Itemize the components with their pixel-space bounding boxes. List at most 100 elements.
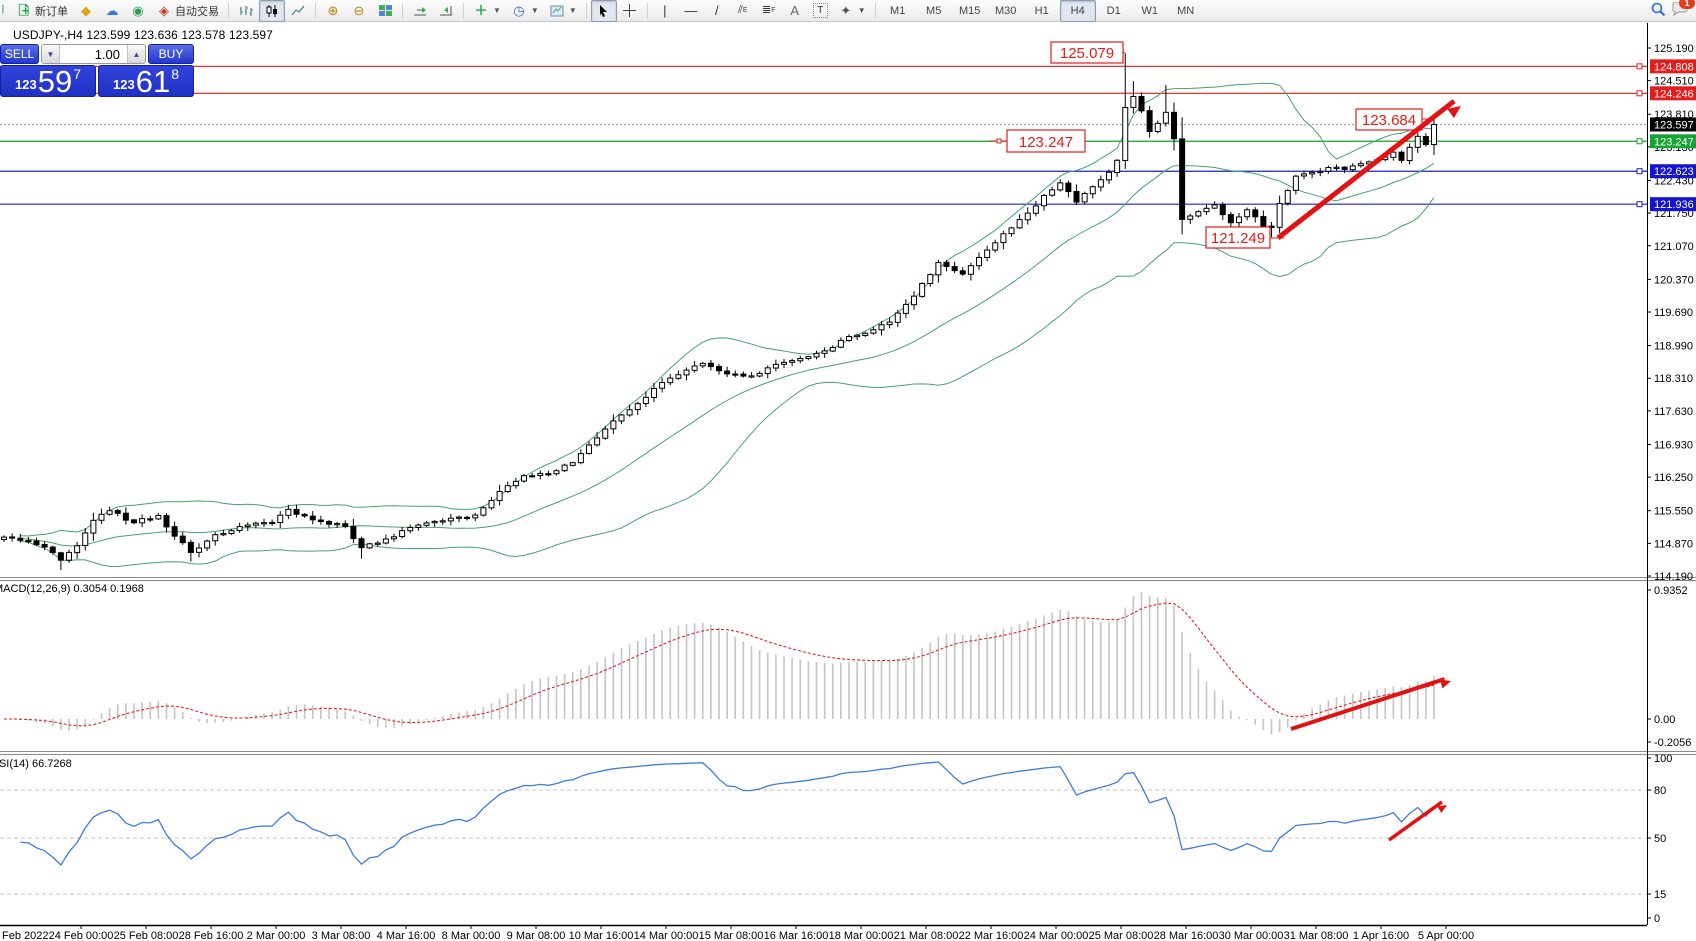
fibonacci-tool[interactable]: ≣ F (756, 0, 782, 22)
svg-text:114.190: 114.190 (1654, 571, 1693, 583)
ask-price-panel[interactable]: 123 61 8 (98, 65, 194, 97)
toolbar-separator (228, 2, 229, 19)
timeframe-M1[interactable]: M1 (890, 4, 906, 17)
auto-scroll-button[interactable] (407, 0, 433, 22)
ask-pip-digit: 8 (171, 66, 179, 82)
autotrading-icon: ◈ (159, 3, 169, 18)
trend-arrows (1276, 99, 1461, 842)
svg-text:24 Mar 00:00: 24 Mar 00:00 (1024, 930, 1089, 941)
svg-text:-0.2056: -0.2056 (1654, 737, 1691, 749)
svg-text:28 Mar 16:00: 28 Mar 16:00 (1154, 930, 1219, 941)
chart-title: USDJPY-,H4 123.599 123.636 123.578 123.5… (13, 28, 273, 42)
cursor-icon (596, 3, 612, 19)
label-tool[interactable]: T (808, 0, 833, 22)
one-click-trading-panel: SELL ▼ 1.00 ▲ BUY 123 59 7 123 61 8 (0, 44, 194, 97)
autotrading-button[interactable]: ◈ 自动交易 (151, 0, 224, 22)
timeframe-D1[interactable]: D1 (1106, 4, 1121, 17)
svg-text:115.550: 115.550 (1654, 506, 1693, 518)
candles (1, 53, 1437, 571)
vertical-line-tool[interactable]: | (652, 0, 678, 22)
signals-button[interactable]: ◉ (125, 0, 151, 22)
zoom-out-button[interactable]: ⊖ (346, 0, 372, 22)
chevron-down-icon: ▼ (857, 6, 866, 15)
chart-window[interactable]: 125.190124.510123.810123.130122.430121.7… (0, 23, 1696, 941)
zoom-in-button[interactable]: ⊕ (320, 0, 346, 22)
crosshair-tool-button[interactable] (617, 0, 643, 22)
channel-tool[interactable]: ⫽ E (730, 0, 756, 22)
notifications-button[interactable]: 1 (1672, 0, 1695, 19)
timeframe-W1[interactable]: W1 (1141, 4, 1158, 17)
sell-button[interactable]: SELL (0, 44, 39, 64)
volume-increase-button[interactable]: ▲ (127, 45, 145, 63)
timeframe-group: M1 M5 M15 M30 H1 H4 D1 W1 MN (880, 0, 1204, 22)
svg-text:24 Feb 00:00: 24 Feb 00:00 (49, 930, 114, 941)
candlestick-chart-icon (264, 3, 280, 19)
svg-text:0.9352: 0.9352 (1654, 585, 1688, 597)
svg-text:31 Mar 08:00: 31 Mar 08:00 (1284, 930, 1349, 941)
bollinger-bands (20, 82, 1435, 568)
indicators-button[interactable]: ＋ ▼ (468, 0, 506, 22)
volume-value[interactable]: 1.00 (94, 46, 120, 62)
svg-text:123.247: 123.247 (1019, 134, 1073, 151)
svg-text:116.930: 116.930 (1654, 439, 1693, 451)
arrows-tool[interactable]: ✦ ▼ (833, 0, 871, 22)
trendline-icon: / (714, 3, 719, 18)
new-order-label: 新订单 (35, 5, 68, 18)
search-icon[interactable] (1651, 2, 1666, 20)
text-tool[interactable]: A (782, 0, 808, 22)
svg-text:118.990: 118.990 (1654, 341, 1693, 353)
trendline-tool[interactable]: / (704, 0, 730, 22)
templates-button[interactable]: ▼ (544, 0, 582, 22)
svg-text:117.630: 117.630 (1654, 406, 1693, 418)
bar-chart-icon (238, 3, 254, 19)
chevron-down-icon: ▼ (493, 6, 501, 15)
main-toolbar: ▦ 🗋+ 新订单 ◆ ☁ ◉ ◈ 自动交易 ⊕ ⊖ ＋▼ ◷▼ ▼ | — / (0, 0, 1696, 22)
toolbar-separator (463, 2, 464, 19)
ask-prefix: 123 (113, 77, 135, 92)
toolbar-separator (646, 2, 648, 19)
cursor-tool-button[interactable] (590, 0, 617, 22)
tile-windows-button[interactable] (372, 0, 398, 22)
buy-button[interactable]: BUY (148, 44, 194, 64)
timeframe-MN[interactable]: MN (1177, 4, 1195, 17)
bar-chart-button[interactable] (233, 0, 259, 22)
vertical-line-icon: | (663, 3, 667, 18)
svg-text:123.684: 123.684 (1362, 112, 1416, 129)
bid-pip-digit: 7 (73, 66, 81, 82)
timeframe-M30[interactable]: M30 (994, 4, 1017, 17)
new-order-button[interactable]: 🗋 + 新订单 (11, 0, 73, 22)
svg-text:125.079: 125.079 (1060, 45, 1114, 62)
chart-shift-button[interactable] (433, 0, 459, 22)
timeframe-H4[interactable]: H4 (1059, 0, 1096, 22)
community-button[interactable]: ☁ (99, 0, 125, 22)
svg-text:116.250: 116.250 (1654, 472, 1693, 484)
svg-text:15 Mar 08:00: 15 Mar 08:00 (699, 930, 764, 941)
macd-indicator (4, 592, 1435, 735)
autotrading-label: 自动交易 (175, 5, 219, 18)
svg-text:124.510: 124.510 (1654, 76, 1694, 88)
metaeditor-button[interactable]: ◆ (73, 0, 99, 22)
line-chart-button[interactable] (285, 0, 311, 22)
svg-text:8 Mar 00:00: 8 Mar 00:00 (442, 930, 501, 941)
time-axis: Feb 2022 24 Feb 00:00 25 Feb 08:00 28 Feb 1… (2, 925, 1474, 941)
new-order-icon: 🗋 + (18, 3, 30, 18)
timeframe-M15[interactable]: M15 (958, 4, 981, 17)
volume-decrease-button[interactable]: ▼ (42, 45, 60, 63)
timeframe-H1[interactable]: H1 (1034, 4, 1049, 17)
svg-text:100: 100 (1654, 753, 1672, 765)
periods-button[interactable]: ◷ ▼ (506, 0, 544, 22)
price-chart[interactable]: 125.190124.510123.810123.130122.430121.7… (0, 23, 1696, 941)
pane-frame (0, 23, 1696, 927)
clipped-chart-icon[interactable]: ▦ (2, 2, 11, 20)
timeframe-M5[interactable]: M5 (926, 4, 942, 17)
svg-text:22 Mar 16:00: 22 Mar 16:00 (959, 930, 1024, 941)
svg-text:123.247: 123.247 (1654, 136, 1694, 148)
horizontal-line-tool[interactable]: — (678, 0, 704, 22)
crosshair-icon (622, 3, 638, 19)
toolbar-separator (585, 2, 587, 19)
indicators-add-icon: ＋ (474, 3, 488, 18)
candlestick-chart-button[interactable] (259, 0, 285, 22)
text-label-icon: T (812, 3, 828, 18)
bid-price-panel[interactable]: 123 59 7 (0, 65, 96, 97)
